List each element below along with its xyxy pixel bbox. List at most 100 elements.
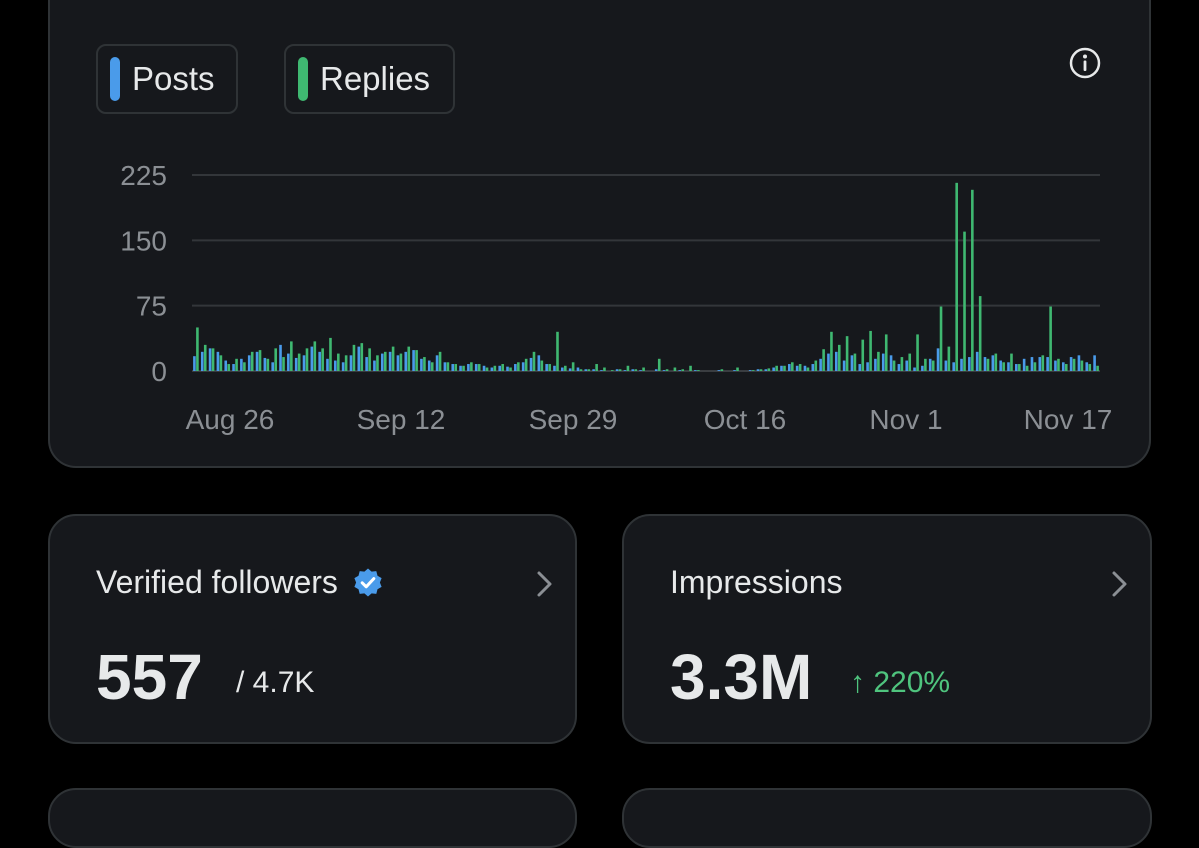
impressions-title: Impressions (670, 564, 843, 600)
posts-bar (858, 364, 862, 371)
posts-bar (341, 362, 345, 371)
posts-bar (380, 353, 384, 371)
x-tick-label: Oct 16 (704, 404, 786, 435)
posts-bar (889, 355, 893, 371)
verified-followers-card[interactable]: Verified followers 557 / 4.7K (48, 514, 577, 744)
posts-bar (271, 362, 274, 371)
y-tick-label: 0 (151, 356, 167, 387)
replies-bar (775, 365, 778, 371)
posts-bar (772, 367, 775, 371)
replies-bar (579, 369, 583, 371)
replies-bar (258, 350, 262, 371)
replies-bar (1010, 353, 1013, 371)
replies-bar (360, 343, 364, 371)
legend-replies-toggle[interactable]: Replies (284, 44, 455, 114)
bottom-card-right[interactable] (622, 788, 1152, 848)
posts-bar (498, 365, 501, 371)
x-tick-label: Sep 29 (529, 404, 618, 435)
replies-bar (806, 367, 810, 371)
replies-bar (243, 362, 246, 371)
replies-bar (939, 306, 943, 371)
replies-bar (266, 358, 270, 371)
replies-bar (462, 365, 465, 371)
posts-bar (905, 360, 909, 371)
posts-bar (811, 364, 815, 371)
replies-bar (1072, 358, 1076, 371)
posts-bar (944, 360, 948, 371)
replies-bar (595, 364, 598, 371)
posts-bar (592, 369, 595, 371)
posts-bar (1046, 357, 1049, 371)
replies-bar (916, 334, 919, 371)
posts-bar (224, 360, 228, 371)
posts-bar (451, 364, 455, 371)
posts-bar (991, 355, 995, 371)
info-icon[interactable] (1068, 46, 1102, 80)
posts-bar (537, 355, 541, 371)
replies-bar (759, 369, 763, 371)
replies-bar (791, 362, 794, 371)
posts-bar (553, 365, 556, 371)
posts-bar (576, 367, 580, 371)
chevron-right-icon[interactable] (1106, 568, 1132, 600)
posts-bar (1069, 357, 1073, 371)
replies-bar (642, 367, 645, 371)
replies-bar (282, 357, 285, 371)
replies-bar (313, 341, 317, 371)
replies-bar (454, 364, 458, 371)
posts-bar (255, 351, 259, 371)
verified-followers-count: 557 (96, 641, 203, 713)
replies-bar (399, 353, 403, 371)
impressions-card[interactable]: Impressions 3.3M ↑ 220% (622, 514, 1152, 744)
posts-bar (443, 362, 447, 371)
replies-bar (1033, 362, 1037, 371)
replies-bar (383, 351, 387, 371)
posts-bar (334, 360, 337, 371)
posts-bar (983, 357, 987, 371)
posts-bar (1061, 362, 1065, 371)
posts-bar (733, 370, 736, 371)
posts-bar (866, 362, 869, 371)
replies-bar (493, 365, 497, 371)
posts-bar (1054, 360, 1057, 371)
replies-bar (673, 367, 677, 371)
chevron-right-icon[interactable] (531, 568, 557, 600)
replies-bar (376, 355, 379, 371)
posts-bar (326, 358, 329, 371)
total-followers-count: / 4.7K (236, 666, 315, 699)
replies-bar (477, 364, 481, 371)
replies-bar (892, 360, 896, 371)
replies-bar (423, 357, 426, 371)
posts-bar (623, 370, 627, 371)
replies-bar (869, 330, 872, 371)
posts-bar (662, 370, 666, 371)
replies-bar (297, 353, 301, 371)
posts-bar (1085, 362, 1089, 371)
replies-bar (548, 364, 551, 371)
posts-bar (506, 366, 509, 371)
replies-bar (470, 362, 473, 371)
posts-bar (819, 358, 822, 371)
replies-swatch (298, 57, 308, 101)
posts-bar (1077, 355, 1081, 371)
replies-bar (751, 370, 755, 371)
bottom-card-left[interactable] (48, 788, 577, 848)
replies-bar (720, 369, 724, 371)
replies-bar (689, 365, 692, 371)
posts-bar (427, 360, 431, 371)
replies-bar (1041, 355, 1045, 371)
posts-bar (780, 365, 783, 371)
replies-bar (571, 362, 575, 371)
replies-bar (352, 344, 356, 371)
replies-bar (884, 334, 888, 371)
posts-bar (936, 348, 940, 371)
replies-bar (767, 368, 771, 371)
legend-posts-toggle[interactable]: Posts (96, 44, 238, 114)
replies-bar (524, 358, 528, 371)
posts-bar (897, 364, 901, 371)
posts-bar (490, 367, 494, 371)
replies-bar (564, 365, 567, 371)
posts-bar (1007, 362, 1010, 371)
posts-bar (788, 364, 791, 371)
replies-bar (610, 370, 614, 371)
